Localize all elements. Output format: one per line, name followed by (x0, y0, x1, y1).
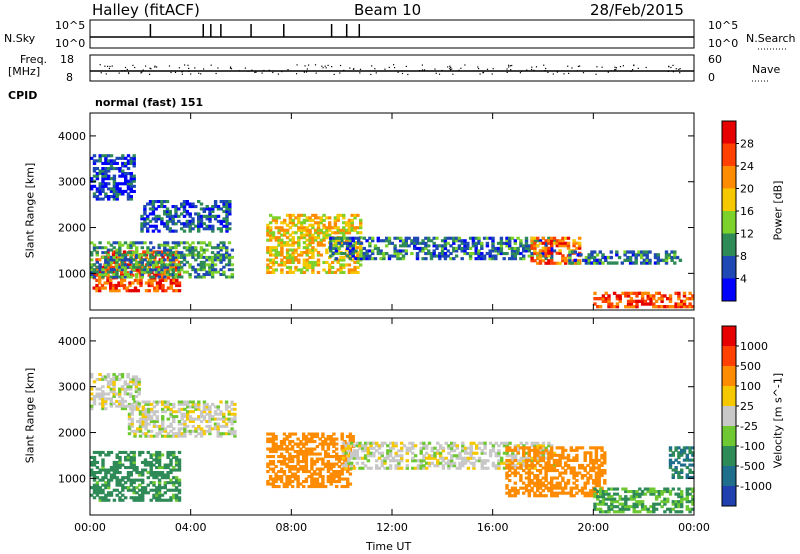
velocity-echo-region-6 (593, 487, 695, 514)
cpid-value: normal (fast) 151 (95, 96, 204, 109)
date-title: 28/Feb/2015 (590, 1, 684, 19)
power-colorbar-tick-0: 4 (740, 273, 747, 286)
velocity-colorbar-tick-0: 1000 (740, 340, 768, 353)
velocity-echo-region-2 (90, 373, 141, 411)
power-colorbar-swatch-1 (722, 143, 736, 167)
nsearch-tick-top: 10^5 (708, 19, 739, 32)
nsearch-tick-bottom: 10^0 (708, 37, 739, 50)
velocity-ytick-1: 2000 (58, 427, 86, 440)
xtick-6: 00:00 (678, 521, 710, 534)
power-echo-region-2 (140, 200, 232, 233)
nsky-tick-top: 10^5 (55, 19, 86, 32)
xtick-0: 00:00 (74, 521, 106, 534)
velocity-colorbar-swatch-5 (722, 426, 736, 447)
power-colorbar-swatch-6 (722, 256, 736, 279)
velocity-echo-region-5 (505, 446, 607, 498)
velocity-ytick-3: 4000 (58, 335, 86, 348)
velocity-colorbar-tick-4: -25 (740, 420, 758, 433)
nsky-label: N.Sky (4, 32, 36, 45)
velocity-echo-region-0 (90, 450, 182, 502)
velocity-colorbar-swatch-1 (722, 346, 736, 367)
velocity-colorbar-swatch-0 (722, 326, 736, 347)
power-colorbar-tick-2: 12 (740, 228, 754, 241)
nave-tick-bottom: 0 (708, 71, 715, 84)
xtick-5: 20:00 (577, 521, 609, 534)
power-echo-region-7 (568, 250, 683, 265)
velocity-colorbar-tick-5: -100 (740, 440, 765, 453)
power-colorbar-tick-6: 28 (740, 138, 754, 151)
velocity-echo-region-7 (668, 446, 695, 479)
power-ytick-0: 1000 (58, 267, 86, 280)
power-colorbar-tick-5: 24 (740, 160, 754, 173)
power-colorbar-tick-3: 16 (740, 205, 754, 218)
power-echo-region-3 (90, 154, 136, 201)
beam-title: Beam 10 (354, 1, 422, 19)
power-echo-region-8 (593, 291, 695, 309)
nsky-panel (89, 19, 695, 49)
velocity-ylabel: Slant Range [km] (23, 367, 37, 464)
power-echo-region-5 (329, 236, 557, 261)
freq-tick-top: 18 (60, 53, 74, 66)
velocity-colorbar-tick-2: 100 (740, 380, 761, 393)
velocity-colorbar-swatch-3 (722, 386, 736, 407)
power-ylabel: Slant Range [km] (23, 162, 37, 259)
power-colorbar-swatch-0 (722, 121, 736, 144)
velocity-ytick-0: 1000 (58, 472, 86, 485)
velocity-colorbar-tick-3: 25 (740, 400, 754, 413)
cpid-label: CPID (8, 89, 38, 102)
velocity-colorbar-swatch-8 (722, 486, 736, 507)
power-colorbar-swatch-5 (722, 233, 736, 257)
velocity-colorbar-tick-1: 500 (740, 360, 761, 373)
freq-label-2: [MHz] (8, 65, 41, 78)
velocity-colorbar-swatch-7 (722, 466, 736, 487)
freq-label-1: Freq. (20, 53, 48, 66)
velocity-ytick-2: 3000 (58, 381, 86, 394)
nsky-tick-bottom: 10^0 (55, 37, 86, 50)
xtick-3: 12:00 (376, 521, 408, 534)
velocity-colorbar-swatch-6 (722, 446, 736, 467)
velocity-colorbar-tick-7: -1000 (740, 480, 772, 493)
power-colorbar-label: Power [dB] (771, 180, 785, 241)
velocity-colorbar-label: Velocity [m s^-1] (771, 372, 785, 469)
power-colorbar-swatch-7 (722, 278, 736, 302)
nave-tick-top: 60 (708, 53, 722, 66)
xlabel: Time UT (366, 540, 412, 553)
power-panel-frame (89, 112, 695, 311)
xtick-4: 16:00 (477, 521, 509, 534)
power-echo-region-4 (266, 213, 363, 274)
power-ytick-3: 4000 (58, 130, 86, 143)
xtick-1: 04:00 (175, 521, 207, 534)
power-colorbar-tick-1: 8 (740, 250, 747, 263)
velocity-colorbar-swatch-4 (722, 406, 736, 427)
power-colorbar-tick-4: 20 (740, 183, 754, 196)
velocity-colorbar-swatch-2 (722, 366, 736, 387)
nave-label: Nave (752, 63, 781, 76)
power-colorbar-swatch-4 (722, 211, 736, 234)
velocity-colorbar-tick-6: -500 (740, 460, 765, 473)
nsearch-label: N.Search (746, 32, 796, 45)
power-echo-region-6 (530, 236, 582, 265)
power-ytick-2: 3000 (58, 176, 86, 189)
freq-panel (89, 54, 695, 82)
freq-tick-bottom: 8 (66, 71, 73, 84)
power-colorbar-swatch-3 (722, 188, 736, 212)
xtick-2: 08:00 (275, 521, 307, 534)
power-colorbar-swatch-2 (722, 166, 736, 189)
power-echo-region-1 (90, 241, 234, 279)
power-ytick-1: 2000 (58, 222, 86, 235)
station-title: Halley (fitACF) (92, 1, 200, 19)
